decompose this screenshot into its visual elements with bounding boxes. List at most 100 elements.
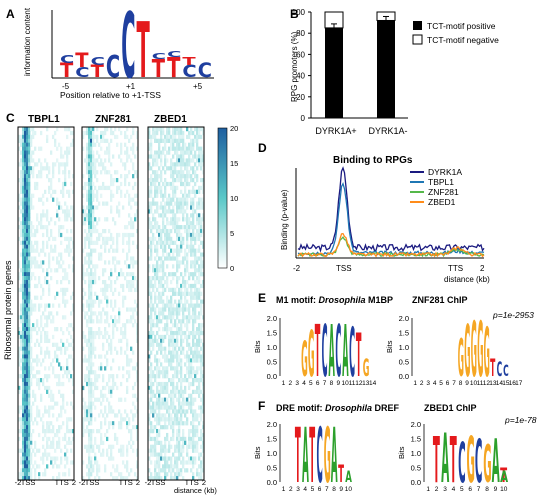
logo-ytick: 2.0 bbox=[411, 420, 421, 429]
logo-position: 7 bbox=[452, 380, 456, 387]
heatmap-cell bbox=[120, 174, 123, 179]
heatmap-cell bbox=[62, 209, 65, 214]
heatmap-cell bbox=[18, 276, 21, 281]
heatmap-cell bbox=[30, 452, 33, 457]
heatmap-cell bbox=[90, 417, 93, 422]
heatmap-cell bbox=[26, 162, 29, 167]
heatmap-cell bbox=[178, 174, 181, 179]
heatmap-cell bbox=[40, 225, 43, 230]
heatmap-cell bbox=[46, 421, 49, 426]
heatmap-cell bbox=[192, 421, 195, 426]
heatmap-cell bbox=[66, 421, 69, 426]
heatmap-cell bbox=[86, 299, 89, 304]
heatmap-cell bbox=[36, 464, 39, 469]
heatmap-cell bbox=[86, 319, 89, 324]
heatmap-cell bbox=[22, 295, 25, 300]
heatmap-cell bbox=[152, 330, 155, 336]
heatmap-cell bbox=[102, 385, 105, 391]
heatmap-cell bbox=[18, 476, 21, 481]
heatmap-cell bbox=[126, 232, 129, 238]
heatmap-cell bbox=[96, 319, 99, 324]
heatmap-cell bbox=[132, 174, 135, 179]
heatmap-cell bbox=[168, 413, 171, 418]
heatmap-cell bbox=[132, 127, 135, 132]
heatmap-cell bbox=[72, 244, 75, 249]
heatmap-cell bbox=[128, 429, 131, 434]
heatmap-cell bbox=[62, 193, 65, 198]
heatmap-cell bbox=[88, 236, 91, 242]
heatmap-cell bbox=[188, 393, 191, 398]
heatmap-cell bbox=[102, 272, 105, 277]
heatmap-cell bbox=[200, 358, 203, 363]
heatmap-cell bbox=[82, 421, 85, 426]
heatmap-cell bbox=[160, 232, 163, 238]
heatmap-cell bbox=[28, 389, 31, 395]
heatmap-cell bbox=[116, 413, 119, 418]
logo-letter-g: G bbox=[324, 412, 331, 495]
heatmap-cell bbox=[20, 228, 23, 234]
heatmap-cell bbox=[182, 240, 185, 245]
heatmap-cell bbox=[86, 338, 89, 344]
heatmap-cell bbox=[28, 209, 31, 214]
heatmap-cell bbox=[186, 452, 189, 457]
heatmap-cell bbox=[104, 248, 107, 253]
heatmap-cell bbox=[42, 225, 45, 230]
heatmap-cell bbox=[86, 311, 89, 316]
heatmap-cell bbox=[22, 342, 25, 347]
heatmap-cell bbox=[112, 381, 115, 387]
heatmap-cell bbox=[156, 193, 159, 198]
colorbar-tick: 5 bbox=[230, 229, 234, 238]
heatmap-cell bbox=[98, 299, 101, 304]
heatmap-cell bbox=[126, 338, 129, 344]
heatmap-cell bbox=[26, 193, 29, 198]
heatmap-cell bbox=[150, 205, 153, 210]
heatmap-cell bbox=[86, 217, 89, 222]
heatmap-cell bbox=[150, 311, 153, 316]
heatmap-cell bbox=[152, 452, 155, 457]
heatmap-cell bbox=[124, 166, 127, 171]
heatmap-cell bbox=[182, 460, 185, 465]
heatmap-cell bbox=[186, 350, 189, 355]
heatmap-cell bbox=[180, 444, 183, 449]
heatmap-cell bbox=[22, 166, 25, 171]
heatmap-cell bbox=[180, 154, 183, 159]
heatmap-cell bbox=[170, 134, 173, 140]
heatmap-cell bbox=[158, 358, 161, 363]
heatmap-cell bbox=[150, 366, 153, 371]
heatmap-cell bbox=[34, 472, 37, 477]
panel-a-tick-plus1: +1 bbox=[126, 82, 136, 91]
heatmap-cell bbox=[108, 142, 111, 147]
heatmap-cell bbox=[170, 138, 173, 143]
heatmap-cell bbox=[44, 350, 47, 355]
heatmap-cell bbox=[18, 146, 21, 151]
heatmap-cell bbox=[170, 401, 173, 406]
heatmap-cell bbox=[100, 401, 103, 406]
heatmap-cell bbox=[136, 432, 139, 438]
heatmap-cell bbox=[86, 409, 89, 414]
heatmap-cell bbox=[160, 342, 163, 347]
heatmap-cell bbox=[64, 299, 67, 304]
heatmap-cell bbox=[166, 279, 169, 285]
heatmap-cell bbox=[70, 440, 73, 445]
heatmap-cell bbox=[164, 138, 167, 143]
heatmap-cell bbox=[106, 452, 109, 457]
heatmap-cell bbox=[136, 448, 139, 453]
heatmap-cell bbox=[112, 464, 115, 469]
heatmap-cell bbox=[82, 417, 85, 422]
heatmap-cell bbox=[182, 158, 185, 163]
heatmap-cell bbox=[86, 448, 89, 453]
heatmap-cell bbox=[82, 221, 85, 226]
heatmap-cell bbox=[42, 213, 45, 218]
heatmap-cell bbox=[202, 358, 205, 363]
logo-position: 6 bbox=[316, 380, 320, 387]
heatmap-cell bbox=[164, 303, 167, 308]
heatmap-cell bbox=[100, 354, 103, 359]
heatmap-cell bbox=[132, 279, 135, 285]
heatmap-cell bbox=[170, 158, 173, 163]
logo-position: 1 bbox=[282, 380, 286, 387]
heatmap-cell bbox=[190, 401, 193, 406]
heatmap-cell bbox=[50, 405, 53, 410]
heatmap-cell bbox=[194, 150, 197, 155]
heatmap-cell bbox=[196, 425, 199, 430]
heatmap-cell bbox=[134, 217, 137, 222]
